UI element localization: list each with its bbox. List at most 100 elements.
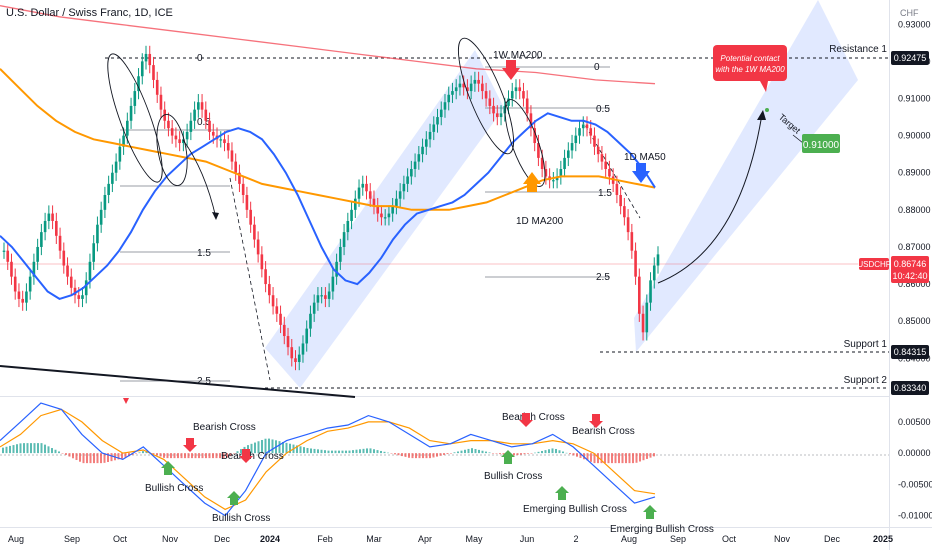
hist-bar <box>198 453 200 459</box>
hist-bar <box>191 453 193 459</box>
svg-text:10:42:40: 10:42:40 <box>892 271 927 281</box>
time-tick-label: Oct <box>722 534 737 544</box>
candle-body <box>294 358 297 363</box>
hist-bar <box>408 453 410 458</box>
price-tick-label: 0.91000 <box>898 94 931 104</box>
hist-bar <box>464 449 466 454</box>
hist-bar <box>233 453 235 454</box>
candle-body <box>275 306 279 314</box>
hist-bar <box>5 446 8 454</box>
hist-bar <box>240 449 242 454</box>
target-point <box>765 108 769 112</box>
time-tick-label: Dec <box>824 534 841 544</box>
callout-bubble: Potential contact with the 1W MA200 <box>713 45 787 92</box>
hist-bar <box>642 453 645 461</box>
candle-body <box>55 220 58 236</box>
hist-bar <box>12 445 15 454</box>
hist-bar <box>544 450 547 454</box>
candle-body <box>346 220 350 233</box>
candle-body <box>62 250 66 266</box>
osc-tick-label: 0.00500 <box>898 417 931 427</box>
hist-bar <box>86 453 88 464</box>
support-1-label: Support 1 <box>844 339 888 350</box>
support-2-badge <box>891 381 929 395</box>
candle-body <box>339 246 342 262</box>
hist-bar <box>54 449 57 454</box>
candle-body <box>432 124 436 132</box>
hist-bar <box>156 453 158 456</box>
time-tick-label: Mar <box>366 534 382 544</box>
bullish-arrow <box>501 450 515 464</box>
svg-text:0.86746: 0.86746 <box>894 259 927 269</box>
hist-bar <box>205 453 207 459</box>
price-tick-label: 0.89000 <box>898 168 931 178</box>
candle-body <box>361 183 365 188</box>
fib-b-15: 1.5 <box>598 188 612 199</box>
hist-bar <box>341 450 344 454</box>
candle-body <box>219 139 223 141</box>
candle-body <box>641 313 645 333</box>
candle-body <box>32 261 36 277</box>
hist-bar <box>551 448 554 454</box>
candle-body <box>578 128 581 136</box>
hist-bar <box>639 453 641 462</box>
candle-body <box>73 287 77 296</box>
candle-body <box>481 83 484 92</box>
candle-body <box>581 124 585 129</box>
hist-bar <box>383 451 386 454</box>
candle-body <box>234 161 238 173</box>
resistance-1-badge <box>891 51 929 65</box>
hist-bar <box>572 453 575 456</box>
hist-bar <box>68 453 71 457</box>
candle-body <box>510 91 514 99</box>
hist-bar <box>446 453 449 455</box>
svg-text:0.92475: 0.92475 <box>894 53 927 63</box>
candle-body <box>555 176 559 181</box>
candle-body <box>256 239 260 255</box>
hist-bar <box>579 453 582 458</box>
candle-body <box>484 91 488 99</box>
candle-body <box>342 232 346 247</box>
candle-body <box>260 254 264 270</box>
hist-bar <box>331 450 333 454</box>
hist-bar <box>61 453 64 454</box>
price-tick-label: 0.87000 <box>898 242 931 252</box>
hist-bar <box>611 453 613 464</box>
candle-body <box>477 79 480 84</box>
candle-body <box>286 336 290 348</box>
hist-bar <box>163 453 165 458</box>
time-tick-label: Sep <box>64 534 80 544</box>
hist-bar <box>471 448 473 454</box>
hist-bar <box>320 449 323 454</box>
time-axis[interactable]: Aug Sep Oct Nov Dec 2024 Feb Mar Apr May Jun 2 Aug Se… <box>8 534 893 544</box>
hist-bar <box>96 453 99 464</box>
candle-body <box>223 139 226 144</box>
hist-bar <box>268 438 270 454</box>
oscillator-axis[interactable]: 0.00500 0.00000 -0.00500 -0.01000 <box>898 417 932 521</box>
candle-body <box>652 265 656 281</box>
hist-bar <box>600 453 603 464</box>
hist-bar <box>478 449 480 454</box>
hist-bar <box>47 446 50 454</box>
candle-body <box>417 154 421 162</box>
support-2-label: Support 2 <box>844 375 888 386</box>
candle-body <box>327 291 331 299</box>
ellipse-4 <box>504 99 546 187</box>
candle-body <box>2 250 6 252</box>
candle-body <box>402 183 406 192</box>
candle-body <box>271 295 275 307</box>
hist-bar <box>513 453 515 456</box>
hist-bar <box>401 453 403 457</box>
symbol-badge-left <box>859 258 889 270</box>
hist-bar <box>33 443 36 454</box>
candle-body <box>320 295 323 297</box>
hist-bar <box>110 453 113 462</box>
candle-body <box>615 183 619 195</box>
candle-body <box>495 113 499 118</box>
candle-body <box>144 53 148 62</box>
hist-bar <box>271 439 274 454</box>
hist-bar <box>313 448 316 454</box>
candle-body <box>522 91 525 99</box>
